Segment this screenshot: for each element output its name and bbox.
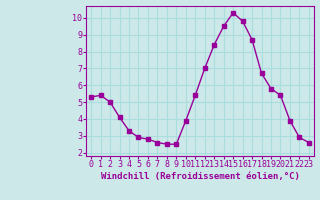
- X-axis label: Windchill (Refroidissement éolien,°C): Windchill (Refroidissement éolien,°C): [100, 172, 300, 181]
